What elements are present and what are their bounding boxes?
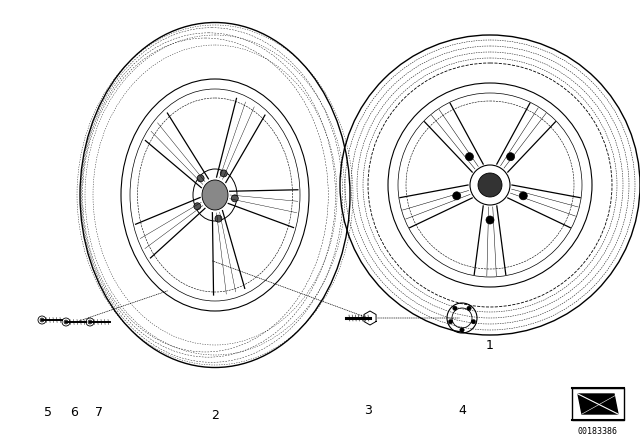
Text: 00183386: 00183386 [578, 426, 618, 435]
Text: 1: 1 [486, 339, 494, 352]
Circle shape [507, 153, 515, 161]
Circle shape [467, 306, 471, 310]
Circle shape [452, 192, 461, 200]
Circle shape [460, 328, 464, 332]
Polygon shape [578, 394, 618, 414]
Circle shape [465, 153, 474, 161]
Text: 7: 7 [95, 405, 103, 418]
Circle shape [478, 173, 502, 197]
Text: 4: 4 [458, 404, 466, 417]
Circle shape [452, 306, 457, 310]
Circle shape [197, 175, 204, 182]
Bar [572, 388, 624, 420]
Text: 5: 5 [44, 405, 52, 418]
Circle shape [231, 195, 238, 202]
Circle shape [215, 215, 222, 222]
Circle shape [194, 203, 201, 210]
Circle shape [220, 170, 227, 177]
Circle shape [64, 320, 68, 324]
Circle shape [88, 320, 92, 324]
Circle shape [486, 216, 494, 224]
Circle shape [449, 319, 452, 324]
Circle shape [40, 318, 44, 322]
Text: 3: 3 [364, 404, 372, 417]
Circle shape [519, 192, 527, 200]
Ellipse shape [202, 180, 228, 210]
Circle shape [471, 319, 476, 324]
Polygon shape [364, 311, 376, 325]
Text: 6: 6 [70, 405, 78, 418]
Text: 2: 2 [211, 409, 219, 422]
